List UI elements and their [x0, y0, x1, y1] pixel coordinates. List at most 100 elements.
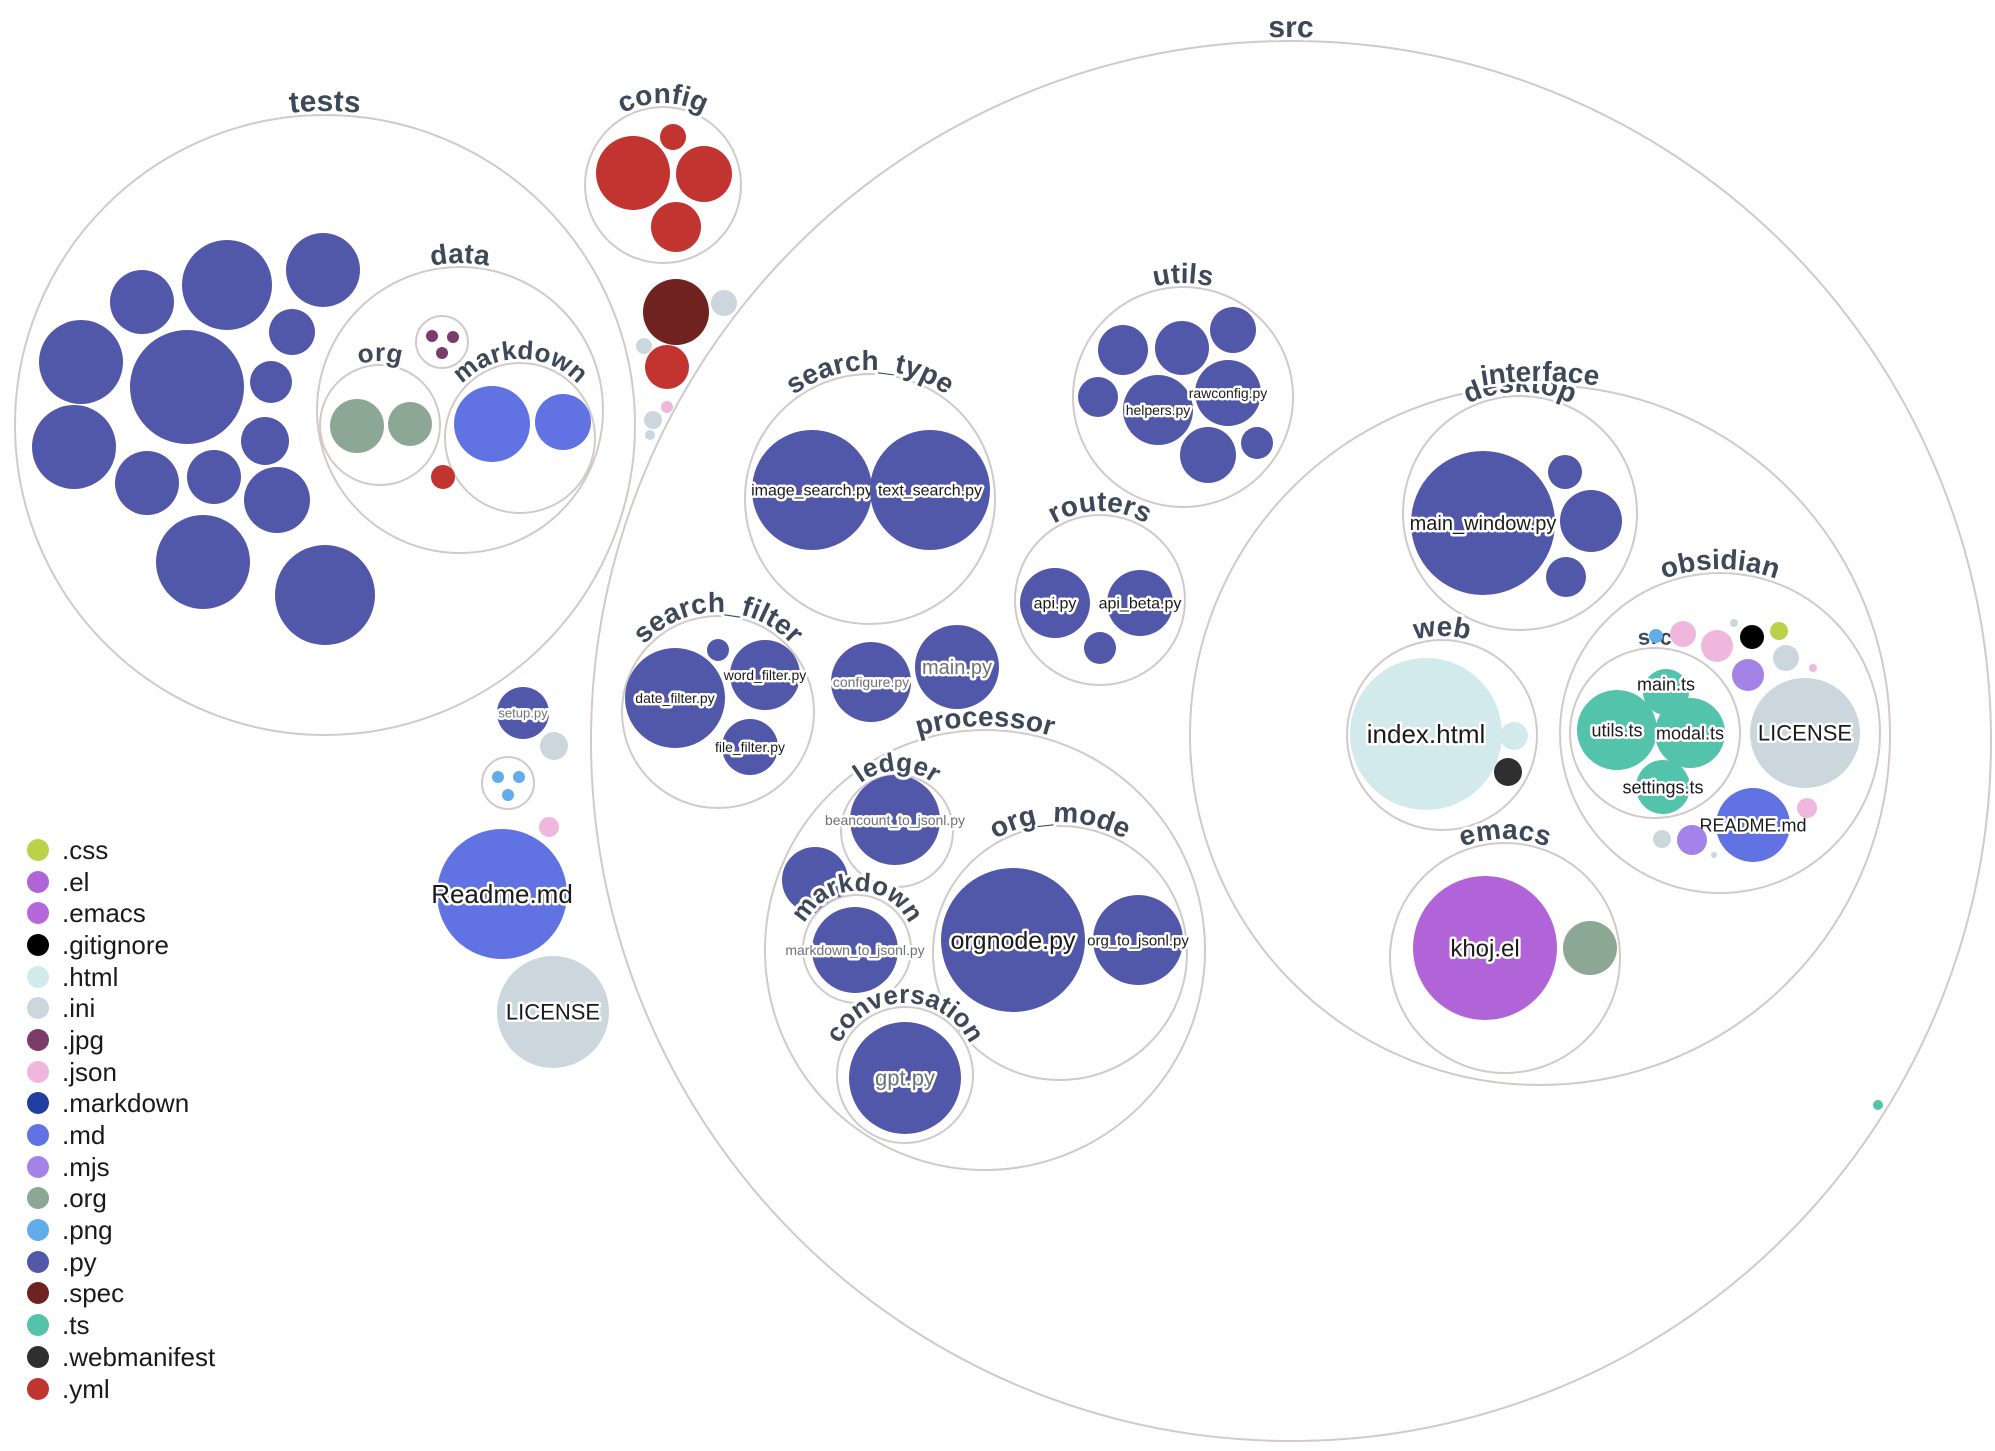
- file-ini-dot-circle: [1711, 852, 1717, 858]
- legend-dot-png: [27, 1219, 49, 1242]
- legend-label-md: .md: [62, 1120, 106, 1151]
- legend-item-css: .css: [27, 834, 215, 866]
- file-py-dot-circle: [250, 361, 292, 403]
- file-orgnode.py-label: orgnode.py: [950, 927, 1076, 955]
- file-api_beta.py-circle: [1107, 570, 1173, 636]
- legend-dot-spec: [27, 1282, 49, 1305]
- file-file_filter.py-circle: [722, 719, 778, 775]
- legend-dot-json: [27, 1060, 49, 1083]
- file-mjs-dot-circle: [1732, 659, 1764, 691]
- file-yml-dot-circle: [645, 345, 689, 389]
- file-settings.ts-circle: [1636, 760, 1690, 814]
- file-api_beta.py-label: api_beta.py: [1099, 596, 1182, 613]
- file-index.html-label: index.html: [1367, 719, 1486, 749]
- routers-circle: [1014, 514, 1186, 686]
- file-jpg-dot-circle: [436, 347, 448, 359]
- file-json-dot-circle: [661, 401, 673, 413]
- legend-item-spec: .spec: [27, 1278, 215, 1310]
- file-py-dot-circle: [1548, 455, 1582, 489]
- legend-dot-ini: [27, 997, 49, 1020]
- file-word_filter.py-circle: [730, 640, 800, 710]
- file-html-dot-circle: [1500, 722, 1528, 750]
- file-modal.ts-circle: [1655, 698, 1725, 768]
- legend-item-el: .el: [27, 866, 215, 898]
- file-md-dot-circle: [535, 394, 591, 450]
- file-beancount_to_jsonl.py-circle: [850, 775, 940, 865]
- legend-label-ini: .ini: [62, 993, 96, 1024]
- file-org-dot-circle: [388, 402, 432, 446]
- file-khoj.el-label: khoj.el: [1450, 935, 1519, 962]
- tests-label-text: tests: [285, 82, 366, 123]
- file-text_search.py-label: text_search.py: [878, 483, 982, 500]
- legend-item-gitignore: .gitignore: [27, 929, 215, 961]
- file-rawconfig.py-circle: [1195, 360, 1261, 426]
- file-ini-dot-circle: [645, 430, 655, 440]
- file-py-dot-circle: [1084, 632, 1116, 664]
- web-label: web: [1410, 611, 1474, 645]
- legend-item-yml: .yml: [27, 1373, 215, 1405]
- file-main.py-circle: [915, 625, 999, 709]
- legend-item-html: .html: [27, 961, 215, 993]
- file-main.py-label: main.py: [922, 657, 992, 679]
- file-extension-legend: .css .el .emacs .gitignore .html .ini .jpg .jso…: [27, 834, 215, 1404]
- legend-label-py: .py: [62, 1246, 97, 1277]
- file-py-dot-circle: [32, 405, 116, 489]
- legend-label-ts: .ts: [62, 1310, 90, 1341]
- file-main_window.py-circle: [1411, 451, 1555, 595]
- legend-item-py: .py: [27, 1246, 215, 1278]
- file-LICENSE-circle: [1750, 678, 1860, 788]
- file-settings.ts-label: settings.ts: [1622, 777, 1703, 797]
- file-py-dot-circle: [110, 270, 174, 334]
- file-Readme.md-label: Readme.md: [431, 879, 573, 909]
- file-py-dot-circle: [286, 233, 360, 307]
- legend-dot-jpg: [27, 1028, 49, 1051]
- legend-item-json: .json: [27, 1056, 215, 1088]
- file-org-dot-circle: [1563, 921, 1617, 975]
- file-py-dot-circle: [187, 450, 241, 504]
- docs-circle: [481, 756, 535, 810]
- file-json-dot-circle: [1809, 664, 1817, 672]
- file-markdown_to_jsonl.py-label: markdown_to_jsonl.py: [785, 942, 924, 958]
- file-setup.py-circle: [497, 687, 549, 739]
- file-ts-dot-circle: [1873, 1100, 1883, 1110]
- file-helpers.py-circle: [1123, 375, 1193, 445]
- file-py-dot-circle: [115, 451, 179, 515]
- file-py-dot-circle: [182, 240, 272, 330]
- file-png-dot-circle: [1649, 629, 1663, 643]
- file-ini-dot-circle: [711, 290, 737, 316]
- file-api.py-label: api.py: [1034, 596, 1077, 613]
- file-py-dot-circle: [269, 309, 315, 355]
- file-date_filter.py-circle: [625, 648, 725, 748]
- jpg-group-circle: [415, 315, 469, 369]
- file-py-dot-circle: [1210, 307, 1256, 353]
- file-py-dot-circle: [1155, 321, 1209, 375]
- file-spec-dot-circle: [643, 279, 709, 345]
- file-gitignore-dot-circle: [1740, 625, 1764, 649]
- file-date_filter.py-label: date_filter.py: [635, 690, 714, 706]
- file-configure.py-circle: [831, 642, 911, 722]
- file-orgnode.py-circle: [941, 868, 1085, 1012]
- legend-label-json: .json: [62, 1056, 117, 1087]
- utils-label-text: utils: [1147, 255, 1219, 295]
- file-py-dot-circle: [1098, 325, 1148, 375]
- legend-label-markdown: .markdown: [62, 1088, 190, 1119]
- data-label: data: [428, 238, 493, 272]
- file-file_filter.py-label: file_filter.py: [715, 739, 785, 755]
- legend-dot-md: [27, 1124, 49, 1147]
- legend-dot-css: [27, 838, 49, 861]
- file-webmanifest-dot-circle: [1494, 758, 1522, 786]
- legend-dot-emacs: [27, 902, 49, 925]
- legend-item-markdown: .markdown: [27, 1088, 215, 1120]
- file-org_to_jsonl.py-circle: [1093, 895, 1183, 985]
- legend-item-md: .md: [27, 1119, 215, 1151]
- src-label: src: [1268, 11, 1314, 44]
- legend-label-webmanifest: .webmanifest: [62, 1341, 216, 1372]
- file-beancount_to_jsonl.py-label: beancount_to_jsonl.py: [825, 812, 965, 828]
- file-gpt.py-circle: [849, 1022, 961, 1134]
- file-py-dot-circle: [782, 847, 848, 913]
- file-main.ts-label: main.ts: [1637, 674, 1695, 694]
- src-label-text: src: [1265, 8, 1317, 47]
- file-image_search.py-label: image_search.py: [751, 483, 873, 500]
- legend-dot-org: [27, 1187, 49, 1210]
